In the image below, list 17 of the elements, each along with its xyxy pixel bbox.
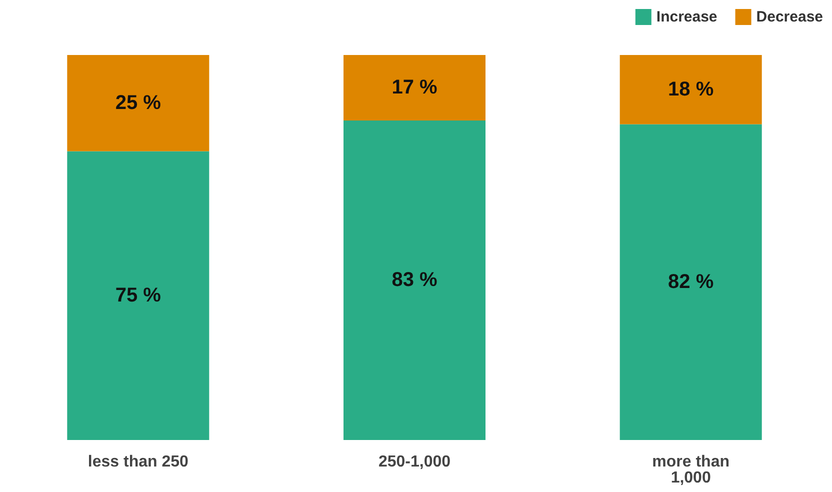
- data-label: 18 %: [668, 78, 714, 101]
- bar: [67, 151, 210, 440]
- x-tick-label: less than 250: [88, 454, 189, 470]
- data-label: 83 %: [392, 269, 438, 292]
- legend-label: Increase: [656, 8, 718, 26]
- bar: [344, 55, 486, 120]
- bar: [620, 55, 762, 124]
- x-tick-label: 250-1,000: [378, 454, 451, 470]
- x-tick-label: more than 1,000: [652, 454, 730, 486]
- data-label: 17 %: [392, 76, 438, 99]
- data-label: 75 %: [115, 284, 162, 307]
- bar: [67, 55, 210, 152]
- data-label: 82 %: [668, 271, 714, 294]
- bar: [620, 124, 762, 440]
- data-label: 25 %: [115, 92, 162, 114]
- legend-label: Decrease: [756, 8, 824, 26]
- bar: [344, 120, 486, 440]
